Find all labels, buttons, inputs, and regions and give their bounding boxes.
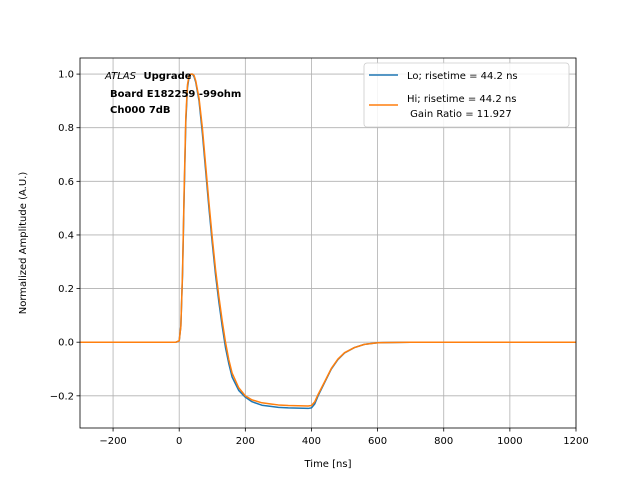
axes-frame: [79, 57, 577, 429]
x-tick-label: 600: [368, 436, 387, 447]
legend-box: [363, 62, 570, 128]
x-tick-label: 1200: [563, 436, 588, 447]
legend: Lo; risetime = 44.2 ns Hi; risetime = 44…: [363, 62, 570, 128]
x-tick-label: 400: [302, 436, 321, 447]
x-tick-label: 200: [236, 436, 255, 447]
legend-label-hi: Hi; risetime = 44.2 ns Gain Ratio = 11.9…: [407, 94, 520, 120]
y-tick-label: 0.2: [58, 284, 74, 295]
legend-label-hi-line2: Gain Ratio = 11.927: [407, 109, 512, 120]
chart-annotation: ATLAS Upgrade Board E182259 -99ohm Ch000…: [104, 71, 241, 116]
x-tick-label: −200: [99, 436, 126, 447]
annotation-channel: Ch000 7dB: [110, 105, 171, 116]
svg-text:ATLAS Upgrade: ATLAS Upgrade: [104, 71, 192, 82]
series-line-hi: [80, 73, 576, 407]
ticks: −200 0 200 400 600 800 1000 1200 −0.2 0.0 0.2 0.4 0.…: [50, 70, 589, 447]
y-tick-label: 1.0: [58, 70, 74, 81]
y-tick-label: −0.2: [50, 391, 74, 402]
y-tick-label: 0.0: [58, 338, 74, 349]
series-lines: [80, 73, 576, 410]
x-tick-label: 1000: [497, 436, 522, 447]
legend-label-lo: Lo; risetime = 44.2 ns: [407, 71, 518, 82]
x-axis-label: Time [ns]: [303, 459, 351, 470]
x-tick-label: 0: [176, 436, 182, 447]
y-axis-label: Normalized Amplitude (A.U.): [18, 172, 29, 315]
y-tick-label: 0.4: [58, 230, 74, 241]
y-tick-label: 0.8: [58, 123, 74, 134]
annotation-upgrade: Upgrade: [143, 71, 191, 82]
y-tick-label: 0.6: [58, 177, 74, 188]
legend-label-hi-line1: Hi; risetime = 44.2 ns: [407, 94, 516, 105]
annotation-board: Board E182259 -99ohm: [110, 89, 241, 100]
x-tick-label: 800: [434, 436, 453, 447]
annotation-atlas: ATLAS: [104, 71, 137, 82]
